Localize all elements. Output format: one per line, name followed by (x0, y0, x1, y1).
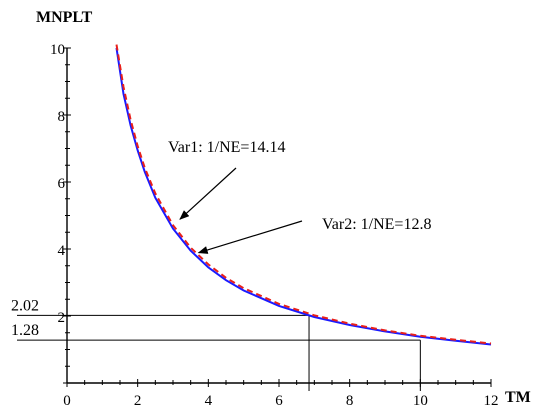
x-tick-label: 12 (484, 393, 499, 409)
x-tick-label: 0 (63, 393, 71, 409)
annotation-arrow (197, 220, 303, 254)
y-tick-label: 2 (58, 310, 66, 326)
y-tick-label: 10 (50, 42, 65, 58)
reference-lines (17, 314, 421, 391)
x-tick-label: 2 (134, 393, 142, 409)
reference-value-label: 2.02 (11, 297, 39, 314)
y-tick-label: 4 (58, 243, 66, 259)
label-layer: 2 4 6 8 10 0 2 4 6 8 10 12 MNPLT TM 2.02 1.28 (11, 9, 531, 409)
reference-value-label: 1.28 (11, 322, 39, 339)
series-line-1 (115, 47, 492, 346)
y-tick-label: 8 (58, 109, 66, 125)
x-axis-title: TM (505, 389, 531, 406)
annotation-arrow (179, 167, 237, 220)
x-tick-label: 6 (275, 393, 283, 409)
y-tick-label: 6 (58, 176, 66, 192)
annotation-layer: Var1: 1/NE=14.14 Var2: 1/NE=12.8 (168, 139, 431, 254)
series-line-2 (115, 44, 492, 345)
annotation-label: Var2: 1/NE=12.8 (322, 216, 431, 233)
x-tick-label: 4 (205, 393, 213, 409)
annotation-label: Var1: 1/NE=14.14 (168, 139, 285, 156)
y-axis-title: MNPLT (36, 9, 93, 26)
x-tick-label: 10 (413, 393, 428, 409)
x-tick-label: 8 (346, 393, 354, 409)
series-layer (115, 44, 492, 346)
